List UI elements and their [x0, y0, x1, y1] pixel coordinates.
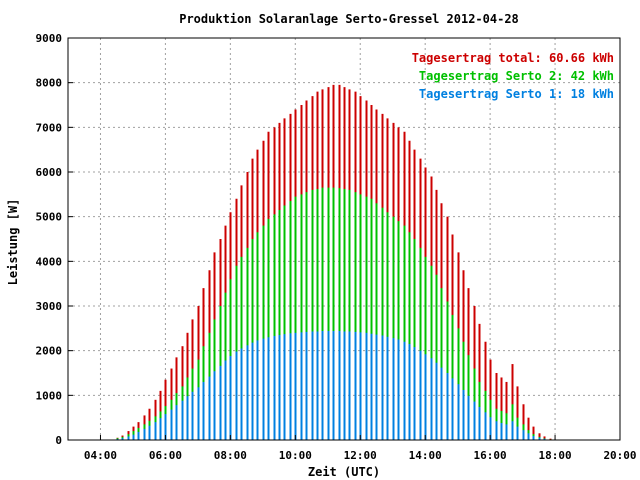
legend: Tagesertrag total: 60.66 kWh Tagesertrag … [412, 51, 614, 101]
legend-entry-serto1: Tagesertrag Serto 1: 18 kWh [419, 87, 614, 101]
legend-entry-total: Tagesertrag total: 60.66 kWh [412, 51, 614, 65]
legend-entry-serto2: Tagesertrag Serto 2: 42 kWh [419, 69, 614, 83]
y-tick-label: 9000 [36, 32, 63, 45]
y-tick-label: 6000 [36, 166, 63, 179]
x-tick-label: 08:00 [214, 449, 247, 462]
x-tick-label: 10:00 [279, 449, 312, 462]
x-tick-label: 20:00 [603, 449, 636, 462]
x-axis: 04:00 06:00 08:00 10:00 12:00 14:00 16:00 18:00… [84, 435, 637, 462]
x-tick-label: 06:00 [149, 449, 182, 462]
bars [116, 84, 552, 440]
y-axis: 0 1000 2000 3000 4000 5000 6000 7000 8000 9000 [36, 32, 73, 447]
x-tick-label: 16:00 [474, 449, 507, 462]
x-tick-label: 14:00 [409, 449, 442, 462]
y-axis-label: Leistung [W] [6, 199, 20, 286]
chart-title: Produktion Solaranlage Serto-Gressel 201… [179, 12, 519, 26]
y-tick-label: 4000 [36, 255, 63, 268]
x-tick-label: 18:00 [538, 449, 571, 462]
y-tick-label: 7000 [36, 121, 63, 134]
x-tick-label: 12:00 [344, 449, 377, 462]
x-tick-label: 04:00 [84, 449, 117, 462]
y-tick-label: 0 [55, 434, 62, 447]
x-axis-label: Zeit (UTC) [308, 465, 380, 479]
plot-frame [67, 37, 621, 441]
y-tick-label: 3000 [36, 300, 63, 313]
y-tick-label: 8000 [36, 77, 63, 90]
y-tick-label: 2000 [36, 345, 63, 358]
y-tick-label: 5000 [36, 211, 63, 224]
y-tick-label: 1000 [36, 389, 63, 402]
